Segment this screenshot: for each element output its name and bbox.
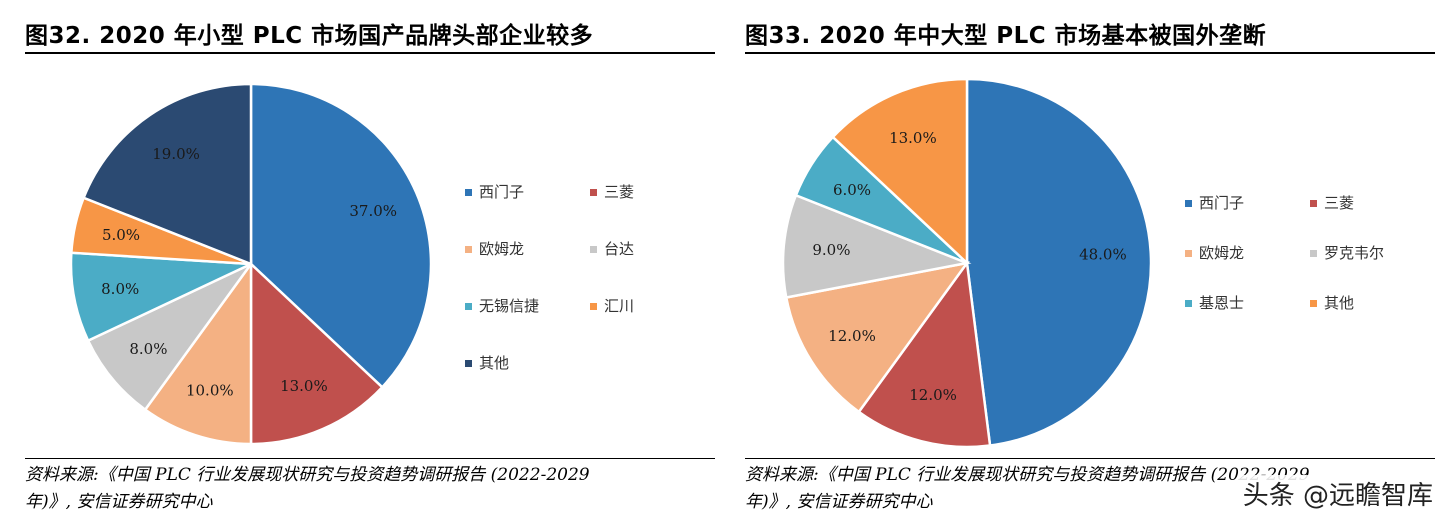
title-rule (25, 52, 715, 54)
legend-swatch (1310, 200, 1317, 207)
legend-swatch (1310, 250, 1317, 257)
legend-swatch (590, 246, 597, 253)
slice-data-label: 8.0% (101, 280, 139, 298)
slice-data-label: 10.0% (186, 382, 234, 400)
pie-slice-3 (781, 193, 972, 299)
legend-swatch (1185, 200, 1192, 207)
title-rule (745, 52, 1435, 54)
legend-swatch (465, 303, 472, 310)
pie-slice-0 (249, 82, 433, 389)
pie-slice-4 (69, 251, 252, 343)
pie-slice-6 (82, 82, 253, 266)
figure-33-title: 图33. 2020 年中大型 PLC 市场基本被国外垄断 (745, 23, 1267, 49)
legend-swatch (1185, 250, 1192, 257)
legend-entry: 汇川 (604, 297, 634, 315)
pie-slice-0 (965, 77, 1153, 447)
pie-slice-3 (86, 262, 253, 412)
figure-32-panel: 图32. 2020 年小型 PLC 市场国产品牌头部企业较多 37.0% 13.0… (25, 0, 715, 520)
source-line-2: 年)》, 安信证券研究中心 (745, 492, 933, 512)
legend-swatch (465, 246, 472, 253)
slice-data-label: 9.0% (812, 241, 850, 259)
watermark: 头条 @远瞻智库 (1238, 475, 1437, 512)
pie-slice-1 (857, 259, 992, 449)
source-line-1: 资料来源:《中国 PLC 行业发展现状研究与投资趋势调研报告 (2022-202… (25, 465, 590, 485)
slice-data-label: 13.0% (280, 377, 328, 395)
legend-entry: 基恩士 (1199, 294, 1244, 312)
slice-data-label: 37.0% (349, 202, 397, 220)
slice-data-label: 6.0% (833, 181, 871, 199)
source-rule (25, 458, 715, 459)
slice-data-label: 12.0% (909, 386, 957, 404)
legend-entry: 无锡信捷 (479, 297, 539, 315)
legend-swatch (1310, 300, 1317, 307)
legend-entry: 欧姆龙 (1199, 244, 1244, 262)
legend-swatch (465, 360, 472, 367)
legend-swatch (590, 189, 597, 196)
pie-slice-5 (831, 77, 969, 266)
slice-data-label: 19.0% (152, 145, 200, 163)
slice-data-label: 5.0% (102, 226, 140, 244)
slice-data-label: 48.0% (1079, 246, 1127, 264)
figure-32-source: 资料来源:《中国 PLC 行业发展现状研究与投资趋势调研报告 (2022-202… (25, 462, 715, 516)
legend-entry: 西门子 (1199, 194, 1244, 212)
figure-32-title: 图32. 2020 年小型 PLC 市场国产品牌头部企业较多 (25, 23, 594, 49)
source-line-1: 资料来源:《中国 PLC 行业发展现状研究与投资趋势调研报告 (2022-202… (745, 465, 1310, 485)
figure-33-panel: 图33. 2020 年中大型 PLC 市场基本被国外垄断 48.0% 12.0% 1… (745, 0, 1435, 520)
legend-entry: 三菱 (1324, 194, 1354, 212)
legend-swatch (465, 189, 472, 196)
legend-entry: 台达 (604, 240, 634, 258)
source-line-2: 年)》, 安信证券研究中心 (25, 492, 213, 512)
legend-entry: 其他 (1324, 294, 1354, 312)
pie-chart-32: 37.0% 13.0% 10.0% 8.0% 8.0% 5.0% 19.0% 西门子 三菱欧姆龙… (69, 82, 634, 446)
legend-entry: 西门子 (479, 183, 524, 201)
source-rule (745, 458, 1435, 459)
legend-entry: 其他 (479, 354, 509, 372)
pie-slice-2 (784, 261, 970, 414)
legend-entry: 三菱 (604, 183, 634, 201)
legend-swatch (1185, 300, 1192, 307)
slice-data-label: 8.0% (129, 340, 167, 358)
figure-33-source: 资料来源:《中国 PLC 行业发展现状研究与投资趋势调研报告 (2022-202… (745, 462, 1435, 516)
pie-slice-2 (143, 260, 253, 446)
pie-slice-1 (249, 261, 384, 446)
legend-entry: 欧姆龙 (479, 240, 524, 258)
legend-swatch (590, 303, 597, 310)
legend-entry: 罗克韦尔 (1324, 244, 1384, 262)
slice-data-label: 13.0% (889, 129, 937, 147)
slice-data-label: 12.0% (828, 327, 876, 345)
